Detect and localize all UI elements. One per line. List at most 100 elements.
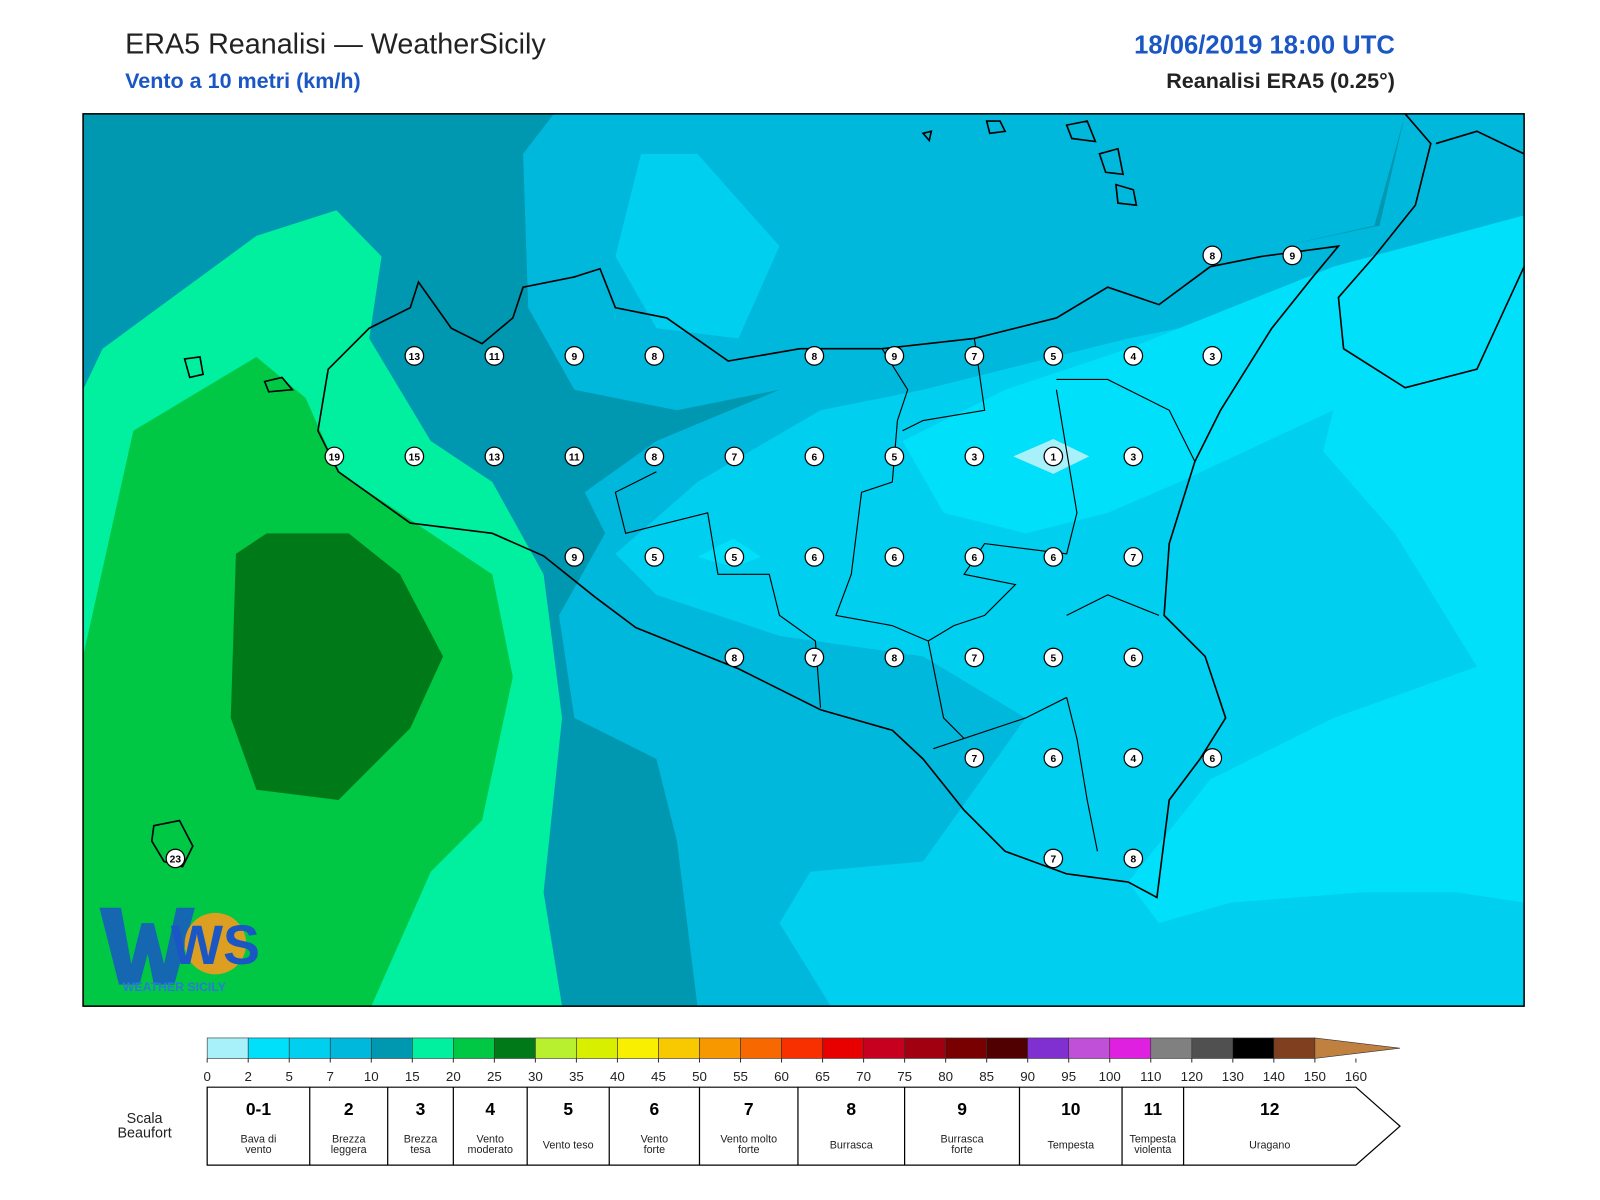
beaufort-force: 7 (744, 1099, 754, 1119)
station-value: 6 (892, 553, 898, 564)
field (615, 153, 780, 339)
color-swatch (453, 1037, 495, 1059)
beaufort-label: Vento (477, 1134, 505, 1146)
station-value: 8 (812, 352, 818, 363)
beaufort-label: Uragano (1249, 1140, 1290, 1152)
scale-outline (206, 1086, 1401, 1166)
station-value: 9 (892, 352, 898, 363)
station-value: 7 (972, 654, 978, 665)
station-value: 6 (1209, 754, 1215, 765)
station-marker (1202, 346, 1223, 366)
station-marker (724, 647, 745, 668)
station-marker (1043, 547, 1064, 567)
beaufort-label: leggera (331, 1144, 367, 1156)
color-swatch (781, 1037, 823, 1059)
station-marker (1043, 848, 1064, 869)
color-swatch (247, 1037, 290, 1059)
color-swatch (1068, 1037, 1111, 1059)
station-marker (1043, 446, 1064, 467)
station-marker (564, 346, 585, 366)
logo-mark: WS (171, 914, 260, 976)
tick-label: 7 (327, 1069, 334, 1084)
tick-label: 20 (446, 1069, 461, 1084)
station-value: 6 (1050, 754, 1056, 765)
station-marker (165, 848, 186, 869)
source: Reanalisi ERA5 (0.25°) (1166, 69, 1395, 93)
beaufort-label: vento (245, 1144, 271, 1156)
station-marker (964, 647, 985, 668)
tick-label: 80 (938, 1069, 953, 1084)
station-marker (964, 547, 985, 567)
color-swatch (576, 1037, 618, 1059)
station-value: 6 (972, 553, 978, 564)
beaufort-label: forte (951, 1144, 973, 1156)
beaufort-force: 10 (1061, 1099, 1080, 1119)
station-value: 1 (1050, 453, 1056, 464)
beaufort-force: 12 (1260, 1099, 1279, 1119)
tick-label: 140 (1263, 1069, 1285, 1084)
tick-label: 50 (692, 1069, 707, 1084)
color-swatch (863, 1037, 905, 1059)
datetime: 18/06/2019 18:00 UTC (1134, 31, 1395, 59)
beaufort-label: Bava di (241, 1134, 277, 1146)
color-swatch (1314, 1037, 1401, 1059)
beaufort-label: Burrasca (941, 1134, 984, 1146)
island (150, 120, 1138, 868)
station-value: 7 (1130, 553, 1136, 564)
tick-label: 110 (1140, 1069, 1161, 1084)
beaufort-force: 6 (650, 1099, 660, 1119)
tick-label: 15 (405, 1069, 420, 1084)
station-marker (804, 346, 825, 366)
tick-label: 25 (487, 1069, 502, 1084)
station-value: 23 (170, 855, 182, 866)
station-value: 9 (1289, 251, 1295, 262)
station-value: 7 (812, 654, 818, 665)
tick-label: 85 (979, 1069, 994, 1084)
station-value: 15 (409, 453, 421, 464)
station-marker (884, 446, 905, 467)
station-value: 8 (652, 352, 658, 363)
color-swatch (411, 1037, 454, 1059)
beaufort-label: Brezza (404, 1134, 437, 1146)
color-swatch (1232, 1037, 1275, 1059)
station-value: 3 (1209, 352, 1215, 363)
station-value: 7 (972, 754, 978, 765)
station-marker (564, 446, 585, 467)
station-value: 8 (652, 453, 658, 464)
station-marker (884, 346, 905, 366)
tick-label: 160 (1345, 1069, 1367, 1084)
color-swatch (740, 1037, 782, 1059)
station-marker (324, 446, 345, 467)
station-value: 8 (892, 654, 898, 665)
station-value: 7 (972, 352, 978, 363)
station-marker (1282, 245, 1303, 266)
tick-label: 60 (774, 1069, 789, 1084)
station-marker (804, 647, 825, 668)
station-value: 6 (1130, 654, 1136, 665)
tick-label: 40 (610, 1069, 625, 1084)
tick-label: 2 (244, 1069, 251, 1084)
scale-title: Beaufort (117, 1125, 171, 1141)
color-swatch (945, 1037, 987, 1059)
color-swatch (1191, 1037, 1234, 1059)
logo-shape (99, 907, 195, 985)
tick-label: 35 (569, 1069, 584, 1084)
station-value: 13 (489, 453, 501, 464)
station-marker (644, 446, 665, 467)
color-swatch (986, 1037, 1028, 1059)
tick-label: 45 (651, 1069, 666, 1084)
station-marker (964, 346, 985, 366)
tick-label: 95 (1061, 1069, 1076, 1084)
beaufort-label: Tempesta (1047, 1140, 1094, 1152)
field (902, 215, 1525, 924)
beaufort-label: Brezza (332, 1134, 365, 1146)
station-value: 5 (892, 453, 898, 464)
station-value: 6 (812, 553, 818, 564)
station-marker (804, 446, 825, 467)
beaufort-label: violenta (1134, 1144, 1171, 1156)
logo-name: WEATHER SICILY (123, 980, 226, 994)
station-marker (884, 647, 905, 668)
beaufort-label: Vento teso (543, 1140, 594, 1152)
